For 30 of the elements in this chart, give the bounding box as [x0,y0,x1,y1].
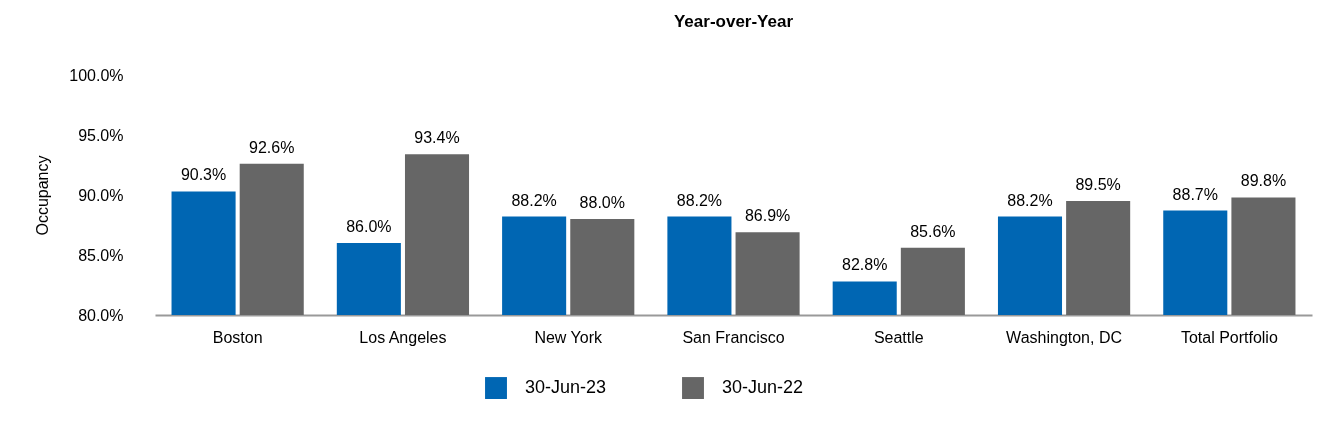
data-label: 88.7% [1172,185,1218,203]
data-label: 88.2% [676,191,723,209]
y-tick-label: 90.0% [78,186,124,204]
data-label: 88.0% [579,194,625,211]
data-label: 82.8% [842,256,888,274]
x-tick-label: Boston [212,328,263,346]
x-tick-label: Los Angeles [359,328,447,346]
x-tick-label: San Francisco [682,328,785,346]
data-label: 88.2% [1007,191,1053,209]
y-tick-label: 95.0% [78,126,124,144]
data-label: 89.8% [1240,172,1287,190]
y-tick-label: 85.0% [78,246,124,264]
chart-title: Year-over-Year [673,12,794,31]
x-tick-label: New York [534,328,604,346]
x-tick-label: Seattle [873,328,924,346]
data-label: 86.0% [346,218,392,235]
data-label: 92.6% [249,138,295,156]
y-axis-title: Occupancy [34,155,52,236]
x-tick-label: Total Portfolio [1180,328,1278,346]
y-tick-label: 100.0% [69,66,124,84]
y-tick-label: 80.0% [78,306,124,324]
data-label: 90.3% [180,166,227,184]
data-label: 85.6% [910,222,956,240]
data-label: 89.5% [1075,176,1121,193]
data-label: 86.9% [744,207,791,225]
data-label: 93.4% [414,129,460,147]
data-label: 88.2% [511,191,557,209]
x-tick-label: Washington, DC [1006,328,1123,346]
legend-label: 30-Jun-23 [525,377,607,398]
legend-label: 30-Jun-22 [722,377,804,398]
